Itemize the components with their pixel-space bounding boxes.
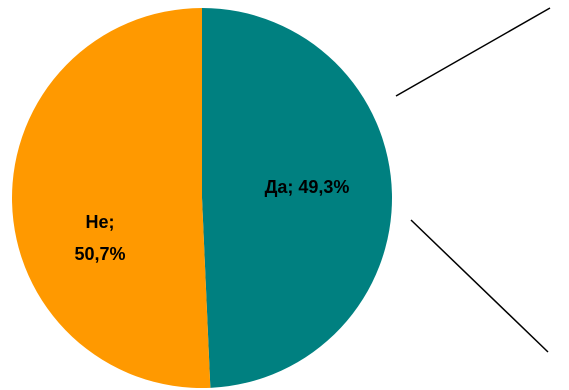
data-label-ne-line2: 50,7%	[74, 244, 125, 264]
data-label-ne-line1: Не;	[85, 212, 114, 232]
data-label-da: Да; 49,3%	[265, 177, 350, 197]
pie-slice-da	[202, 8, 392, 388]
connector-line-lower	[410, 219, 549, 353]
pie-slice-ne	[11, 8, 211, 388]
pie-slices	[11, 8, 392, 388]
slice-labels: Да; 49,3% Не; 50,7%	[74, 177, 349, 264]
connector-lines	[395, 7, 551, 353]
connector-line-upper	[395, 7, 551, 97]
